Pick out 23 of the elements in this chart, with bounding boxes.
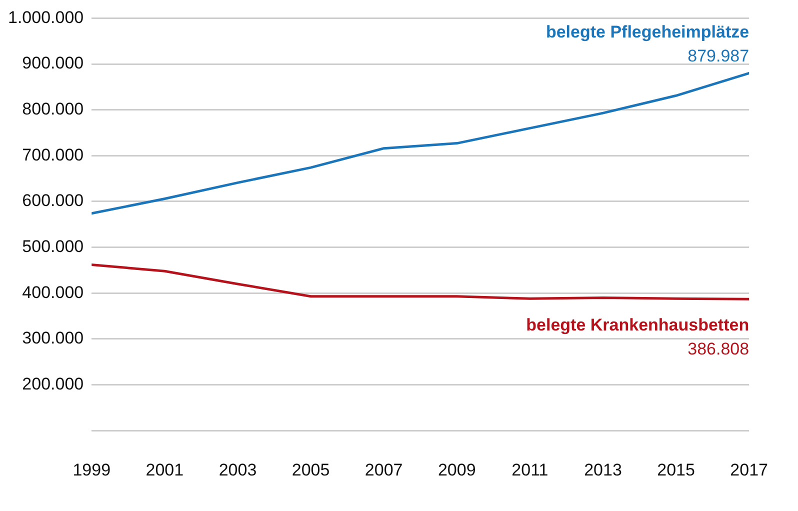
series-label: belegte Krankenhausbetten <box>526 315 750 334</box>
x-tick-label: 2011 <box>512 460 548 480</box>
x-tick-label: 2007 <box>364 460 403 480</box>
y-tick-label: 900.000 <box>22 54 84 73</box>
x-tick-label: 2001 <box>146 460 184 480</box>
x-tick-label: 1999 <box>72 460 111 480</box>
series-label: belegte Pflegeheimplätze <box>546 22 750 42</box>
y-tick-label: 1.000.000 <box>8 8 84 27</box>
x-tick-label: 2015 <box>657 460 695 480</box>
y-tick-label: 500.000 <box>22 237 84 256</box>
data-label: 386.808 <box>688 339 750 358</box>
y-tick-label: 800.000 <box>22 100 84 119</box>
x-tick-label: 2017 <box>730 460 768 480</box>
y-tick-label: 400.000 <box>22 282 84 302</box>
y-tick-label: 600.000 <box>22 191 84 210</box>
y-tick-label: 700.000 <box>22 145 84 164</box>
x-tick-label: 2009 <box>438 460 476 480</box>
data-label: 879.987 <box>688 46 750 66</box>
x-tick-label: 2003 <box>218 460 257 480</box>
x-tick-label: 2005 <box>292 460 330 480</box>
y-tick-label: 200.000 <box>22 374 84 394</box>
x-tick-label: 2013 <box>584 460 622 480</box>
y-tick-label: 300.000 <box>22 328 84 348</box>
